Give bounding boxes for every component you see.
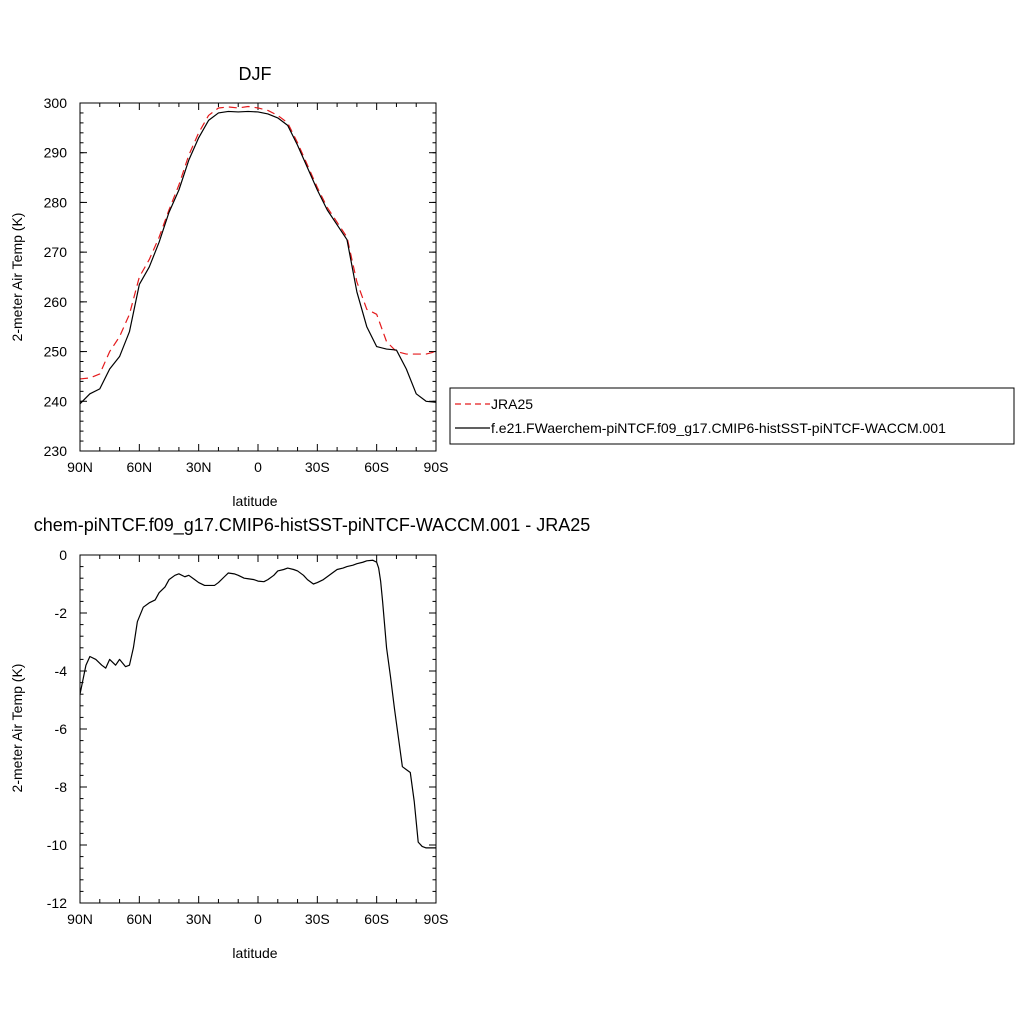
x-tick-label: 30S — [305, 911, 330, 927]
y-tick-label: 240 — [44, 393, 68, 409]
y-tick-label: -12 — [47, 895, 67, 911]
y-tick-label: 300 — [44, 95, 68, 111]
x-tick-label: 30N — [186, 459, 212, 475]
y-tick-label: 280 — [44, 194, 68, 210]
chart-title: chem-piNTCF.f09_g17.CMIP6-histSST-piNTCF… — [34, 515, 590, 536]
chart-panel-bottom: chem-piNTCF.f09_g17.CMIP6-histSST-piNTCF… — [9, 515, 590, 961]
y-tick-label: -8 — [55, 779, 68, 795]
legend: JRA25 f.e21.FWaerchem-piNTCF.f09_g17.CMI… — [449, 387, 1015, 445]
x-tick-label: 90S — [424, 911, 449, 927]
y-tick-label: 250 — [44, 344, 68, 360]
x-tick-label: 60S — [364, 911, 389, 927]
axis-ticks: 90N 60N 30N 0 30S 60S 90S -12 -10 -8 -6 -4 -2 0 — [47, 547, 449, 927]
y-axis-label: 2-meter Air Temp (K) — [9, 213, 25, 342]
y-tick-label: 270 — [44, 244, 68, 260]
y-tick-label: 260 — [44, 294, 68, 310]
y-tick-label: 290 — [44, 145, 68, 161]
y-tick-label: -2 — [55, 605, 68, 621]
legend-label-jra25: JRA25 — [491, 396, 533, 412]
x-tick-label: 60N — [126, 459, 152, 475]
y-axis-label: 2-meter Air Temp (K) — [9, 664, 25, 793]
x-tick-label: 90S — [424, 459, 449, 475]
x-tick-label: 60S — [364, 459, 389, 475]
x-axis-label: latitude — [232, 945, 277, 961]
x-tick-label: 90N — [67, 459, 93, 475]
y-tick-label: -6 — [55, 721, 68, 737]
y-tick-label: 230 — [44, 443, 68, 459]
legend-label-model: f.e21.FWaerchem-piNTCF.f09_g17.CMIP6-his… — [491, 420, 946, 436]
chart-title: DJF — [239, 64, 272, 84]
x-tick-label: 60N — [126, 911, 152, 927]
legend-box — [449, 387, 1015, 445]
x-tick-label: 0 — [254, 911, 262, 927]
plot-frame — [79, 554, 437, 904]
axis-ticks: 90N 60N 30N 0 30S 60S 90S 230 240 250 260 270 280 290… — [44, 95, 449, 475]
y-tick-label: -10 — [47, 837, 67, 853]
x-tick-label: 0 — [254, 459, 262, 475]
chart-panel-top: DJF 2-meter Air Temp (K) latitude 90N 60N… — [9, 64, 448, 509]
series-lines — [79, 105, 437, 405]
y-tick-label: 0 — [59, 547, 67, 563]
x-tick-label: 30S — [305, 459, 330, 475]
y-tick-label: -4 — [55, 663, 68, 679]
x-tick-label: 30N — [186, 911, 212, 927]
x-tick-label: 90N — [67, 911, 93, 927]
series-line-difference — [79, 559, 436, 849]
plot-frame — [79, 102, 437, 452]
series-line-f-e21-fwaerchem-pintcf-f09-g17 — [79, 110, 437, 405]
x-axis-label: latitude — [232, 493, 277, 509]
series-line-jra25 — [79, 105, 437, 380]
series-lines — [79, 559, 436, 849]
